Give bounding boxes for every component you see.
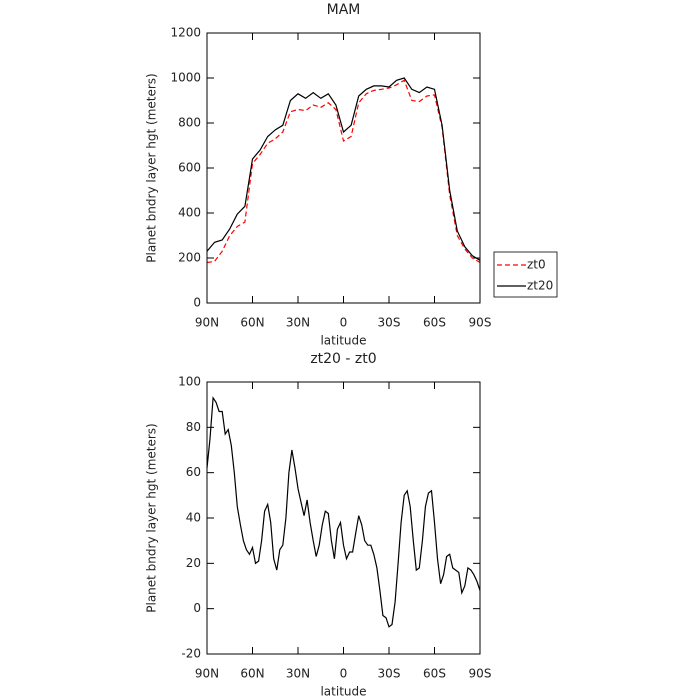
x-tick-label: 30N [286, 316, 310, 330]
x-axis-label: latitude [320, 685, 366, 699]
x-tick-label: 0 [340, 667, 348, 681]
y-tick-label: 40 [186, 511, 201, 525]
plot-frame [206, 381, 481, 655]
y-tick-label: 100 [178, 375, 201, 389]
y-axis-label: Planet bndry layer hgt (meters) [145, 73, 159, 263]
x-tick-label: 0 [340, 316, 348, 330]
line [206, 79, 481, 264]
line [206, 396, 481, 628]
x-tick-label: 90S [469, 667, 492, 681]
x-tick-label: 60N [240, 667, 264, 681]
legend-box [493, 251, 558, 298]
x-tick-label: 30S [378, 316, 401, 330]
x-tick-label: 90S [469, 316, 492, 330]
y-tick-label: 200 [178, 251, 201, 265]
y-tick-label: 800 [178, 116, 201, 130]
legend-label: zt20 [527, 279, 553, 293]
y-tick-label: 400 [178, 206, 201, 220]
x-tick-label: 30N [286, 667, 310, 681]
y-axis-label: Planet bndry layer hgt (meters) [145, 423, 159, 613]
y-tick-label: 1200 [170, 26, 201, 40]
y-tick-label: 1000 [170, 71, 201, 85]
legend-label: zt0 [527, 258, 546, 272]
x-tick-label: 60S [423, 316, 446, 330]
x-tick-label: 90N [195, 316, 219, 330]
chart-title: zt20 - zt0 [310, 351, 376, 367]
x-tick-label: 60N [240, 316, 264, 330]
y-tick-label: 80 [186, 420, 201, 434]
x-tick-label: 60S [423, 667, 446, 681]
y-tick-label: 20 [186, 556, 201, 570]
chart-title: MAM [327, 2, 361, 18]
y-tick-label: -20 [181, 647, 201, 661]
line [206, 77, 481, 261]
x-tick-label: 30S [378, 667, 401, 681]
y-tick-label: 60 [186, 465, 201, 479]
y-tick-label: 600 [178, 161, 201, 175]
plot-frame [206, 32, 481, 304]
y-tick-label: 0 [193, 601, 201, 615]
x-axis-label: latitude [320, 334, 366, 348]
x-tick-label: 90N [195, 667, 219, 681]
y-tick-label: 0 [193, 296, 201, 310]
